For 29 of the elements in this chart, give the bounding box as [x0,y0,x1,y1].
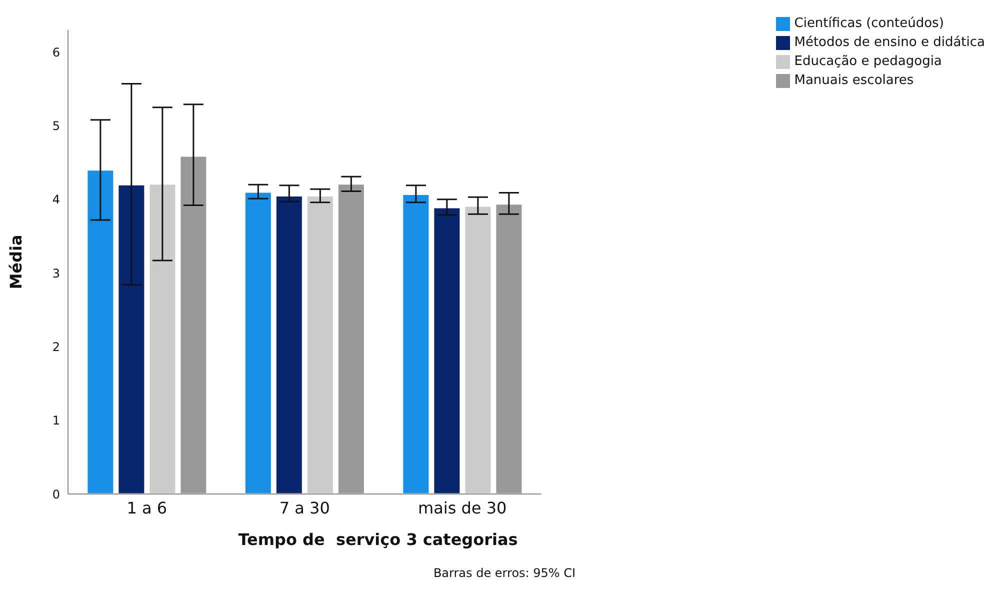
legend-label: Educação e pedagogia [794,53,942,71]
y-tick-label: 1 [52,414,60,428]
bar [306,194,334,494]
bar [494,203,524,494]
y-tick-label: 4 [52,192,60,207]
y-tick-label: 5 [52,119,60,134]
y-tick-label: 2 [52,340,60,354]
bar [274,194,304,494]
y-tick-label: 3 [52,266,60,280]
x-axis-title: Tempo de serviço 3 categorias [237,530,519,549]
y-axis-title: Média [6,234,26,290]
text: Barras de erros: 95% CI [432,566,577,580]
bar [244,191,272,494]
y-tick-label: 6 [52,45,60,60]
y-tick-label: 0 [52,487,60,502]
legend-label: Científicas (conteúdos) [794,15,944,33]
bar [148,183,177,494]
legend-label: Métodos de ensino e didática [794,34,985,52]
bar [179,155,208,494]
x-tick-label: 1 a 6 [126,498,168,518]
bar [86,169,115,494]
bar [464,205,492,494]
legend-label: Manuais escolares [794,72,914,90]
bar [117,184,146,494]
bar [336,183,366,494]
bar [402,193,430,494]
x-tick-label: 7 a 30 [279,498,330,518]
bar [432,206,462,494]
x-tick-label: mais de 30 [418,498,507,518]
